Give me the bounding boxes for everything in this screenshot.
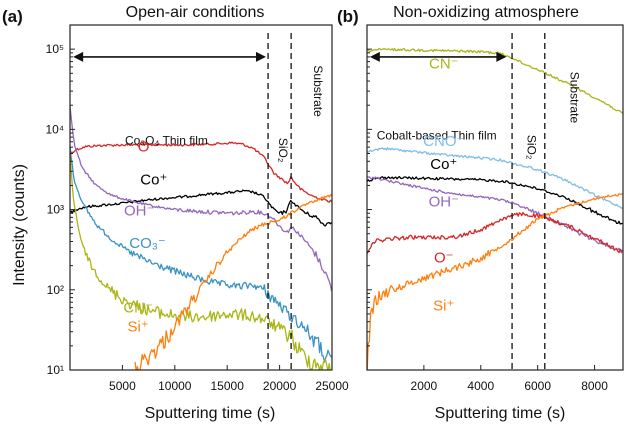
panel-a-series-5 xyxy=(134,194,332,370)
panel-b-series-5 xyxy=(367,193,623,370)
panel-a-series-label-1: Co⁺ xyxy=(140,172,167,189)
panel-a-xlabel: Sputtering time (s) xyxy=(145,405,276,422)
panel-a-xtick-label-4: 25000 xyxy=(315,379,349,393)
panel-b-region-label-1: SiO₂ xyxy=(525,135,539,160)
panel-a-series-4 xyxy=(70,152,331,370)
panel-a: (a) Open-air conditions Sputtering time … xyxy=(2,4,349,422)
panel-a-region-label-1: SiO₂ xyxy=(276,138,290,163)
panel-a-xtick-label-3: 20000 xyxy=(263,379,297,393)
panel-a-ytick-label-0: 10¹ xyxy=(47,363,64,377)
panel-b-arrow-head-left xyxy=(369,51,380,62)
panel-a-label: (a) xyxy=(2,7,23,26)
panel-b-xtick-label-0: 2000 xyxy=(411,379,438,393)
panel-b-series-label-1: CNO⁻ xyxy=(423,133,464,150)
panel-a-series-group xyxy=(70,106,332,370)
panel-a-series-2 xyxy=(70,106,332,292)
panel-b-title: Non-oxidizing atmosphere xyxy=(393,4,579,21)
panel-a-arrow-head-left xyxy=(73,51,84,62)
panel-b-xtick-label-2: 6000 xyxy=(524,379,551,393)
panel-b-series-2 xyxy=(367,175,623,225)
panel-a-ytick-label-2: 10³ xyxy=(47,203,64,217)
panel-a-series-label-2: OH⁻ xyxy=(124,203,154,220)
panel-b-arrow-head-right xyxy=(496,51,507,62)
panel-b-series-0 xyxy=(367,47,623,114)
panel-a-plot-frame xyxy=(69,24,333,371)
panel-b-series-label-4: O⁻ xyxy=(434,249,454,266)
panel-a-series-1 xyxy=(70,189,332,227)
panel-b: (b) Non-oxidizing atmosphere Sputtering … xyxy=(337,4,624,422)
panel-a-series-label-4: CN⁻ xyxy=(123,300,153,317)
panel-a-xtick-label-0: 5000 xyxy=(109,379,136,393)
panel-a-region-label-0: Co₃O₄ Thin film xyxy=(125,133,208,147)
panel-a-series-label-0: O⁻ xyxy=(138,138,158,155)
panel-b-label: (b) xyxy=(337,7,359,26)
panel-a-ylabel: Intensity (counts) xyxy=(11,164,28,286)
panel-a-arrow-head-right xyxy=(255,51,266,62)
panel-b-series-4 xyxy=(367,211,623,255)
panel-b-series-label-2: Co⁺ xyxy=(430,156,457,173)
panel-a-ytick-label-1: 10² xyxy=(47,283,64,297)
panel-a-series-label-3: CO₃⁻ xyxy=(129,235,166,252)
panel-a-series-label-5: Si⁺ xyxy=(127,319,148,336)
panel-a-series-0 xyxy=(70,141,332,203)
panel-b-xtick-label-3: 8000 xyxy=(581,379,608,393)
panel-a-series-3 xyxy=(70,146,332,363)
panel-b-xtick-label-1: 4000 xyxy=(467,379,494,393)
panel-a-ytick-label-4: 10⁵ xyxy=(46,42,64,56)
panel-b-series-3 xyxy=(367,176,623,254)
panel-b-series-label-5: Si⁺ xyxy=(433,298,454,315)
panel-a-ytick-label-3: 10⁴ xyxy=(45,122,64,136)
panel-b-region-label-2: Substrate xyxy=(567,72,581,124)
panel-a-region-label-2: Substrate xyxy=(311,65,325,117)
panel-b-series-label-3: OH⁻ xyxy=(429,193,459,210)
panel-b-series-group xyxy=(367,47,623,370)
panel-a-xtick-label-1: 10000 xyxy=(158,379,192,393)
panel-b-region-label-0: Cobalt-based Thin film xyxy=(377,128,497,142)
panel-a-xtick-label-2: 15000 xyxy=(211,379,245,393)
panel-a-title: Open-air conditions xyxy=(126,4,265,21)
panel-b-plot-frame xyxy=(366,24,624,371)
panel-b-xlabel: Sputtering time (s) xyxy=(435,405,566,422)
panel-b-series-label-0: CN⁻ xyxy=(429,56,459,73)
panel-b-series-1 xyxy=(367,147,623,209)
